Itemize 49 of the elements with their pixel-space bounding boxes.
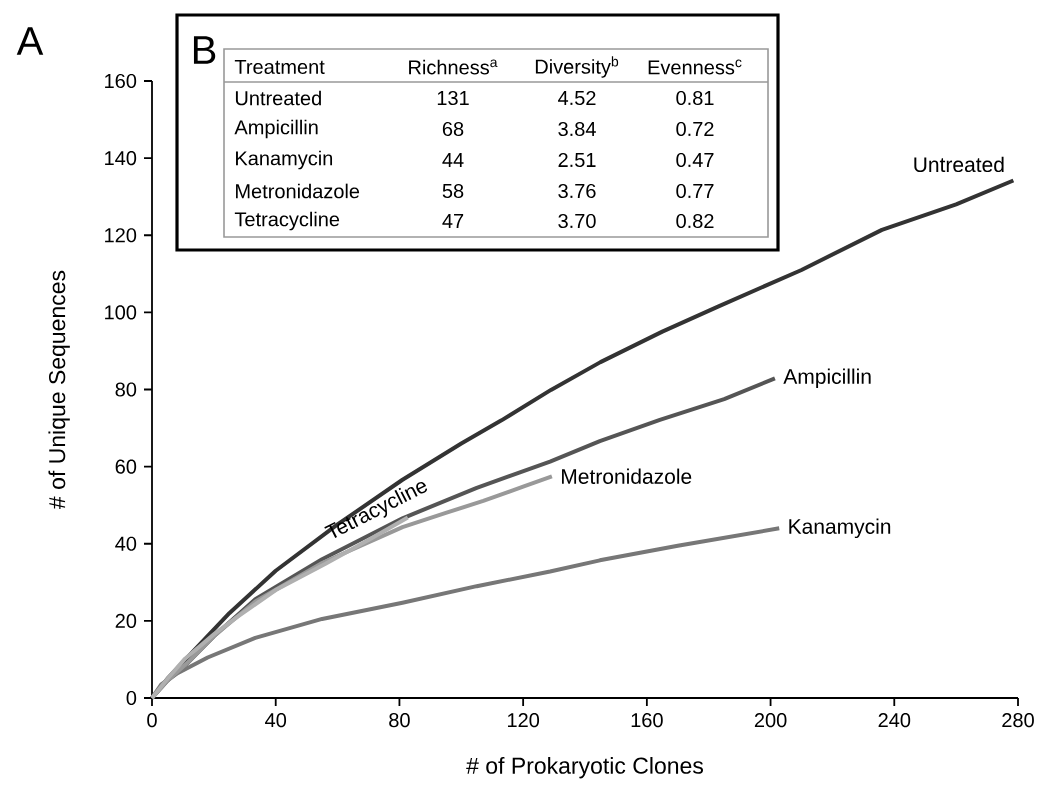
annotation: 131 bbox=[437, 90, 469, 106]
text: B bbox=[193, 36, 216, 64]
annotation: 3.70 bbox=[558, 213, 596, 229]
x-tick-label: 120 bbox=[508, 713, 540, 728]
annotation: Untreated bbox=[235, 90, 321, 106]
x-tick-label: 160 bbox=[631, 713, 663, 728]
y-tick-label: 20 bbox=[115, 613, 137, 628]
annotation: 0.82 bbox=[676, 213, 714, 229]
y-axis-title: # of Unique Sequences bbox=[48, 270, 70, 509]
annotation: 0.81 bbox=[676, 90, 714, 106]
annotation: 2.51 bbox=[558, 152, 596, 168]
annotation: 3.76 bbox=[558, 183, 596, 199]
x-tick-label: 200 bbox=[754, 713, 787, 728]
x-tick-label: 0 bbox=[147, 713, 157, 728]
x-tick-label: 280 bbox=[1002, 713, 1034, 728]
y-tick-label: 40 bbox=[115, 536, 137, 551]
annotation: Ampicillin bbox=[234, 119, 318, 139]
x-tick-label: 80 bbox=[389, 713, 410, 728]
annotation: 3.84 bbox=[558, 121, 596, 137]
x-axis-title: # of Prokaryotic Clones bbox=[466, 756, 704, 779]
text: A bbox=[16, 27, 44, 55]
y-tick-label: 160 bbox=[105, 73, 137, 89]
series-label: Untreated bbox=[914, 156, 1004, 173]
annotation: 0.72 bbox=[676, 121, 714, 137]
y-tick-label: 100 bbox=[105, 305, 137, 320]
annotation: Metronidazole bbox=[236, 183, 360, 199]
text: Treatment bbox=[234, 60, 325, 74]
series-label: Ampicillin bbox=[783, 368, 871, 389]
annotation: Tetracycline bbox=[234, 211, 340, 231]
x-tick-label: 40 bbox=[265, 713, 287, 728]
annotation: 68 bbox=[442, 121, 464, 137]
annotation: 4.52 bbox=[558, 90, 596, 106]
text: Diversity$^{b}$ bbox=[535, 56, 619, 78]
y-tick-label: 140 bbox=[105, 151, 137, 166]
annotation: 0.77 bbox=[676, 183, 714, 199]
y-tick-label: 60 bbox=[115, 459, 137, 474]
y-tick-label: 120 bbox=[105, 228, 137, 243]
text: Richness$^{a}$ bbox=[409, 59, 498, 75]
annotation: 58 bbox=[442, 183, 464, 199]
y-tick-label: 0 bbox=[126, 690, 137, 706]
x-tick-label: 240 bbox=[878, 713, 911, 728]
text: Evenness$^{c}$ bbox=[648, 59, 742, 75]
annotation: Kanamycin bbox=[236, 150, 333, 170]
y-tick-label: 80 bbox=[115, 382, 137, 397]
annotation: 0.47 bbox=[676, 152, 714, 168]
series-label: Metronidazole bbox=[562, 468, 692, 484]
annotation: 47 bbox=[442, 214, 464, 228]
series-label: Kanamycin bbox=[789, 518, 891, 539]
annotation: 44 bbox=[442, 153, 464, 167]
